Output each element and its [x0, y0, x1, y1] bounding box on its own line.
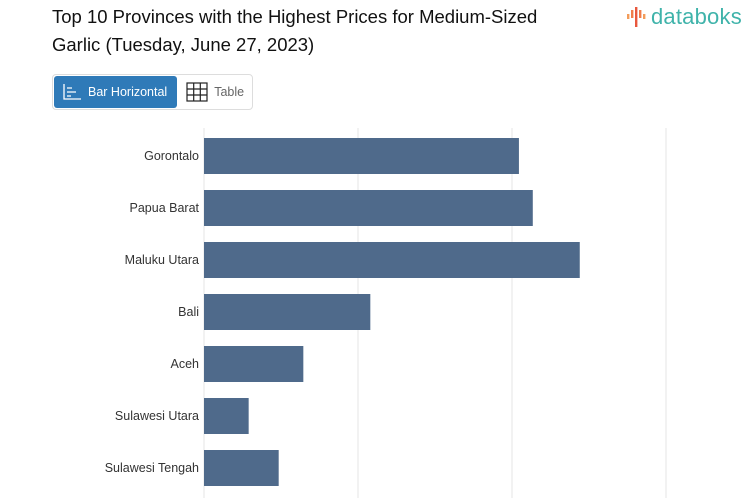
- bar-papua-barat[interactable]: [204, 190, 533, 226]
- category-label: Sulawesi Utara: [115, 409, 199, 423]
- bar-bali[interactable]: [204, 294, 371, 330]
- category-label: Bali: [178, 305, 199, 319]
- category-label: Maluku Utara: [125, 253, 199, 267]
- bar-chart-icon: [63, 84, 81, 100]
- bar-gorontalo[interactable]: [204, 138, 519, 174]
- category-label: Gorontalo: [144, 149, 199, 163]
- category-label: Aceh: [171, 357, 200, 371]
- databoks-logo: databoks: [626, 4, 742, 30]
- bar-horizontal-button[interactable]: Bar Horizontal: [54, 76, 178, 108]
- bar-maluku-utara[interactable]: [204, 242, 580, 278]
- view-toggle: Bar Horizontal Table: [52, 74, 254, 110]
- chart-title: Top 10 Provinces with the Highest Prices…: [52, 6, 538, 55]
- logo-bars-icon: [627, 7, 646, 27]
- table-label: Table: [214, 85, 245, 99]
- category-label: Papua Barat: [130, 201, 200, 215]
- bar-horizontal-label: Bar Horizontal: [88, 85, 168, 99]
- bar-aceh[interactable]: [204, 346, 304, 382]
- logo-text: databoks: [651, 4, 742, 29]
- table-button[interactable]: Table: [178, 75, 252, 109]
- category-label: Sulawesi Tengah: [105, 461, 199, 475]
- table-icon: [186, 82, 208, 102]
- bar-sulawesi-utara[interactable]: [204, 398, 249, 434]
- bar-chart: Gorontalo Papua Barat Maluku Utara Bali Aceh…: [105, 128, 667, 498]
- bar-sulawesi-tengah[interactable]: [204, 450, 279, 486]
